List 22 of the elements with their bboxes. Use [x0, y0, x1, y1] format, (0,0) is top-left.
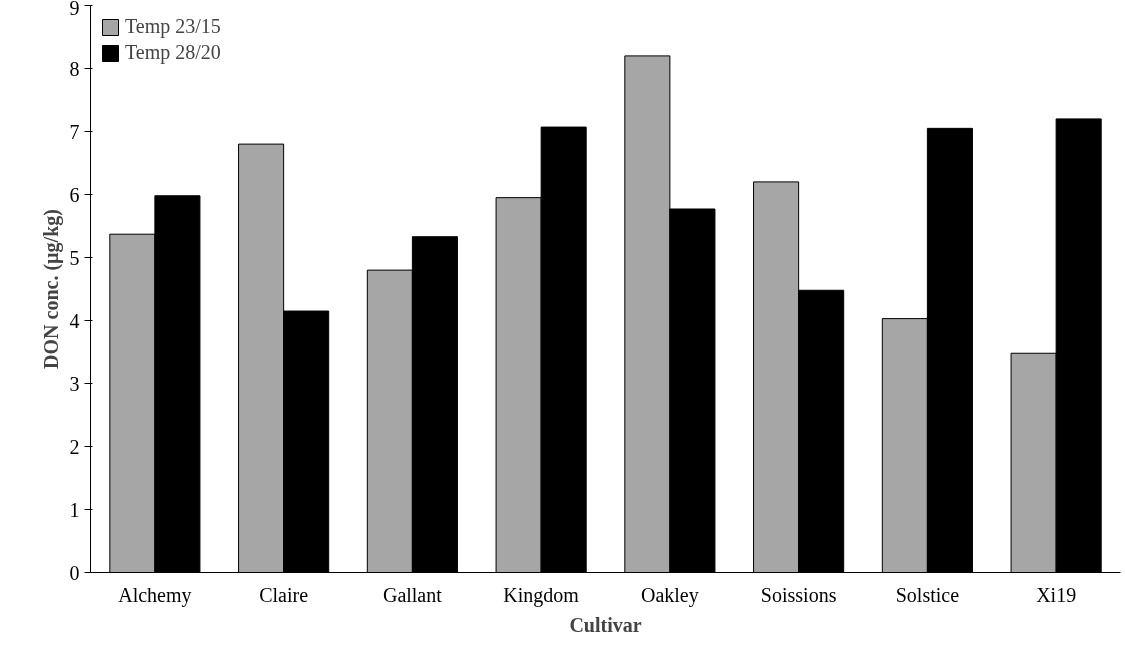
- y-tick-label: 9: [69, 0, 80, 19]
- x-tick-label: Claire: [259, 583, 309, 606]
- x-tick-label: Kingdom: [503, 583, 580, 607]
- x-tick-label: Gallant: [382, 583, 443, 606]
- y-tick-label: 5: [69, 246, 80, 269]
- legend-label: Temp 23/15: [125, 15, 221, 38]
- x-tick-label: Xi19: [1036, 583, 1077, 606]
- y-tick-label: 6: [69, 183, 80, 206]
- legend-label: Temp 28/20: [125, 41, 221, 64]
- x-tick-label: Soissions: [760, 583, 837, 606]
- y-tick-label: 3: [69, 372, 80, 395]
- y-tick-label: 7: [69, 120, 80, 143]
- y-tick-label: 2: [69, 435, 80, 458]
- x-tick-label: Alchemy: [118, 583, 192, 607]
- x-tick-label: Solstice: [895, 583, 960, 606]
- y-axis-title: DON conc. (µg/kg): [39, 209, 63, 369]
- x-tick-label: Oakley: [641, 583, 699, 607]
- y-tick-label: 8: [69, 57, 80, 80]
- y-tick-label: 1: [69, 498, 80, 521]
- y-tick-label: 0: [69, 561, 80, 584]
- y-tick-label: 4: [69, 309, 80, 332]
- x-axis-title: Cultivar: [569, 613, 642, 636]
